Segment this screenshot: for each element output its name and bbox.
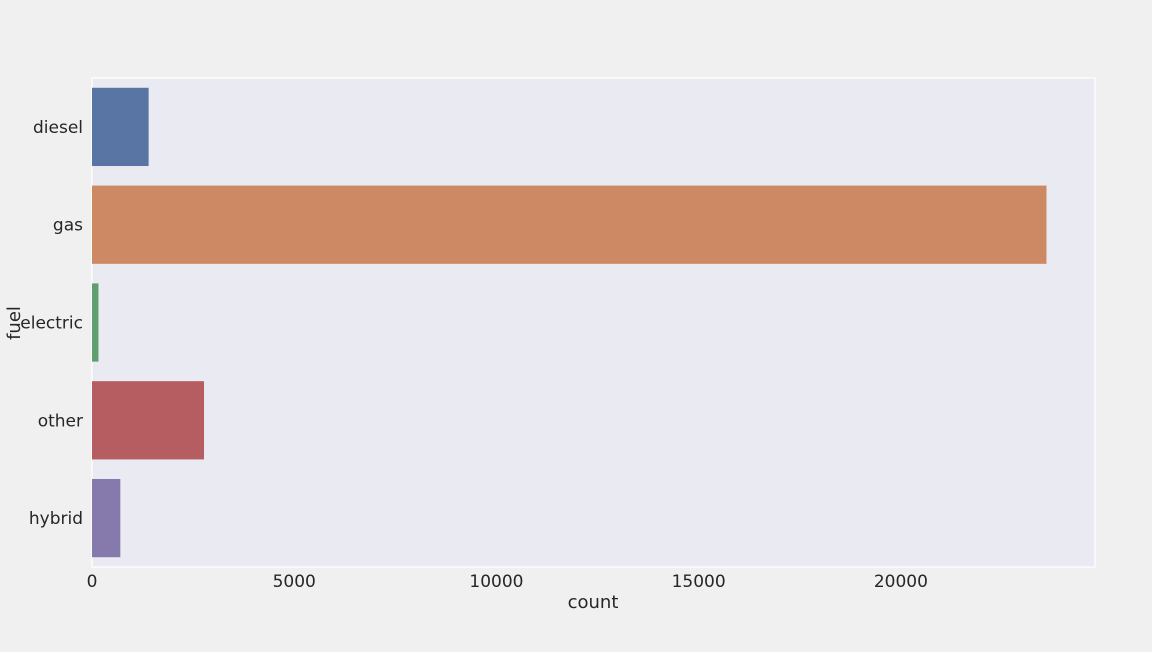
bar-diesel xyxy=(92,87,149,167)
y-tick-label-other: other xyxy=(38,411,83,431)
bar-other xyxy=(92,381,205,460)
x-tick-labels: 0 5000 10000 15000 20000 xyxy=(87,572,928,592)
x-tick-label-20000: 20000 xyxy=(874,572,928,592)
y-tick-label-electric: electric xyxy=(20,314,83,334)
bars-layer xyxy=(92,87,1047,558)
plot-area xyxy=(91,77,1096,568)
bar-gas xyxy=(92,185,1047,264)
y-tick-label-hybrid: hybrid xyxy=(29,509,83,529)
y-axis-label: fuel xyxy=(4,306,25,340)
y-tick-label-gas: gas xyxy=(53,216,83,236)
bar-electric xyxy=(92,283,99,362)
x-tick-label-15000: 15000 xyxy=(672,572,726,592)
x-tick-label-10000: 10000 xyxy=(469,572,523,592)
y-tick-labels: diesel gas electric other hybrid xyxy=(20,118,83,529)
bar-hybrid xyxy=(92,478,121,558)
x-tick-label-0: 0 xyxy=(87,572,98,592)
x-tick-label-5000: 5000 xyxy=(273,572,316,592)
x-axis-label: count xyxy=(568,592,619,613)
y-tick-label-diesel: diesel xyxy=(33,118,83,138)
